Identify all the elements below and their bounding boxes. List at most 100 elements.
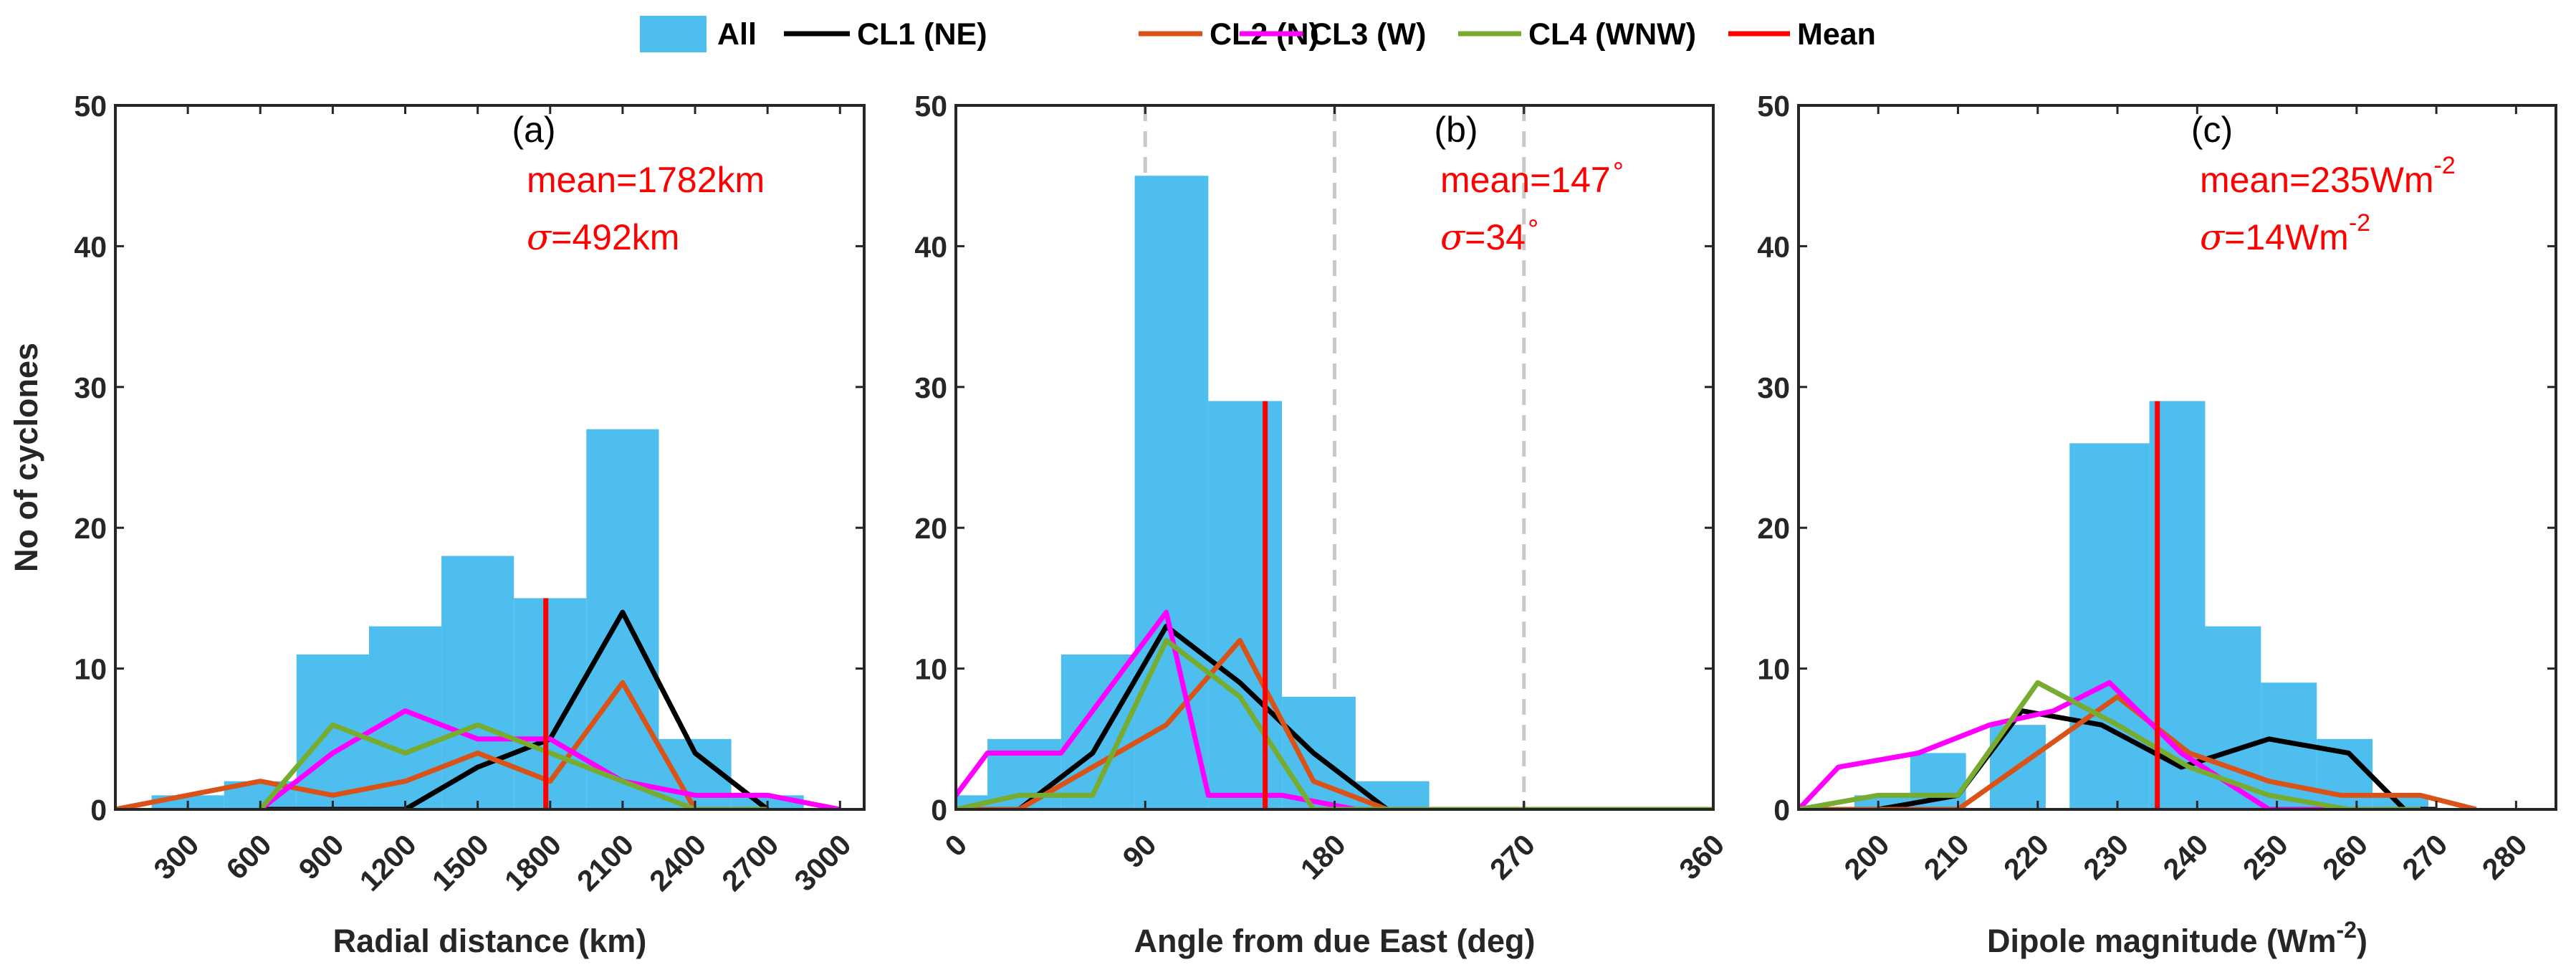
mean-annotation: mean=235Wm-2 [2200,152,2456,200]
mean-annotation-prefix: mean= [527,160,637,200]
sigma-annotation-value: 492km [572,217,679,257]
panel-c: 0 10 20 30 40 50 200 210 220 230 240 250 260 270 280 Di… [1757,90,2557,959]
x-tick-label: 2400 [643,828,712,898]
x-tick-label: 3000 [788,828,858,898]
sigma-annotation-value: 14Wm [2245,217,2348,257]
y-tick-label: 20 [74,512,107,545]
x-axis-label: Angle from due East (deg) [1134,923,1535,959]
y-tick-label: 50 [1757,90,1790,123]
series-line-cl3-w [1799,680,2349,809]
histogram-bar [296,654,369,809]
histogram-bar [2205,626,2261,809]
sigma-annotation-prefix: = [551,217,572,257]
x-axis-label-text: Dipole magnitude (Wm [1987,923,2337,959]
x-axis-label-text: Angle from due East (deg) [1134,923,1535,959]
y-tick-label: 0 [931,794,947,827]
y-tick-label: 20 [1757,512,1790,545]
sigma-annotation-sup: -2 [2349,209,2370,237]
x-tick-label: 240 [2157,828,2215,886]
panel-label: (c) [2191,110,2233,150]
panel-b: 0 10 20 30 40 50 0 90 180 270 360 Angle from due Ea… [914,90,1730,959]
x-tick-label: 200 [1838,828,1896,886]
mean-annotation-prefix: mean= [2200,160,2310,200]
x-tick-label: 230 [2077,828,2135,886]
x-axis-label-suffix: ) [2357,923,2367,959]
x-axis-label: Radial distance (km) [333,923,647,959]
legend: All CL1 (NE) CL2 (N)CL3 (W) CL4 (WNW) Mean [640,16,1876,52]
panel-a: 0 10 20 30 40 50 300 600 900 1200 1500 1800 2100 2400… [8,90,866,959]
y-tick-label: 40 [914,230,947,263]
sigma-annotation: σ=34∘ [1440,209,1541,258]
axes-frame [114,104,866,811]
sigma-annotation-value: 34 [1485,217,1526,257]
y-axis-label: No of cyclones [8,343,44,572]
series-line-cl4-wnw [956,637,1713,809]
y-tick-label: 10 [1757,653,1790,686]
y-tick-label: 30 [74,371,107,404]
mean-annotation-value: 147 [1551,160,1610,200]
x-tick-label: 2700 [715,828,785,898]
legend-label-cl4-wnw: CL4 (WNW) [1528,17,1696,52]
x-axis-label-sup: -2 [2337,917,2357,943]
y-tick-label: 40 [74,230,107,263]
series-line-cl2-n [1799,694,2477,809]
mean-annotation-value: 235Wm [2310,160,2433,200]
y-tick-label: 10 [74,653,107,686]
mean-annotation-value: 1782km [637,160,765,200]
y-tick-label: 0 [90,794,107,827]
x-tick-label: 270 [2396,828,2454,886]
x-tick-label: 300 [148,828,206,886]
series-line-cl1-ne [956,624,1713,809]
x-tick-label: 280 [2476,828,2534,886]
x-tick-label: 360 [1672,828,1730,886]
legend-swatch-all [640,16,707,52]
histogram-bar [1134,176,1209,809]
plot-area [956,105,1713,809]
legend-label-mean: Mean [1797,17,1876,52]
series-line-cl3-w [259,708,841,809]
x-tick-label: 260 [2316,828,2374,886]
sigma-annotation-sup: ∘ [1526,209,1541,237]
y-tick-label: 30 [914,371,947,404]
x-tick-label: 0 [939,828,974,863]
y-tick-label: 30 [1757,371,1790,404]
sigma-annotation-prefix: = [1465,217,1485,257]
x-tick-label: 2100 [570,828,640,898]
mean-annotation-prefix: mean= [1440,160,1551,200]
y-tick-label: 20 [914,512,947,545]
panel-label: (a) [512,110,555,150]
y-tick-label: 40 [1757,230,1790,263]
x-tick-label: 1200 [353,828,423,898]
x-tick-label: 220 [1997,828,2055,886]
sigma-symbol: σ [2200,217,2226,258]
series-line-cl1-ne [260,609,770,809]
x-tick-label: 1500 [426,828,495,898]
series-line-cl4-wnw [258,722,768,809]
x-tick-label: 90 [1116,828,1163,875]
y-tick-label: 50 [914,90,947,123]
sigma-symbol: σ [527,217,552,258]
legend-label-all: All [717,17,757,52]
x-axis-label: Dipole magnitude (Wm-2) [1987,917,2367,959]
histogram-bar [586,429,659,809]
mean-annotation-sup: ∘ [1611,152,1626,179]
sigma-annotation-prefix: = [2224,217,2245,257]
series-line-cl1-ne [1799,708,2437,809]
series-line-cl4-wnw [1799,680,2421,809]
x-tick-label: 1800 [498,828,568,898]
panel-label: (b) [1434,110,1478,150]
axes-frame [1797,104,2557,811]
x-tick-label: 600 [220,828,278,886]
sigma-annotation: σ=14Wm-2 [2200,209,2370,258]
legend-label-cl3-w: CL3 (W) [1310,17,1426,52]
plot-area [1799,401,2477,809]
x-tick-label: 210 [1917,828,1976,886]
y-tick-label: 0 [1773,794,1790,827]
histogram-bar [441,556,514,809]
x-axis-label-text: Radial distance (km) [333,923,647,959]
y-tick-label: 50 [74,90,107,123]
x-tick-label: 270 [1483,828,1541,886]
mean-annotation: mean=147∘ [1440,152,1626,200]
legend-label-cl1-ne: CL1 (NE) [857,17,987,52]
